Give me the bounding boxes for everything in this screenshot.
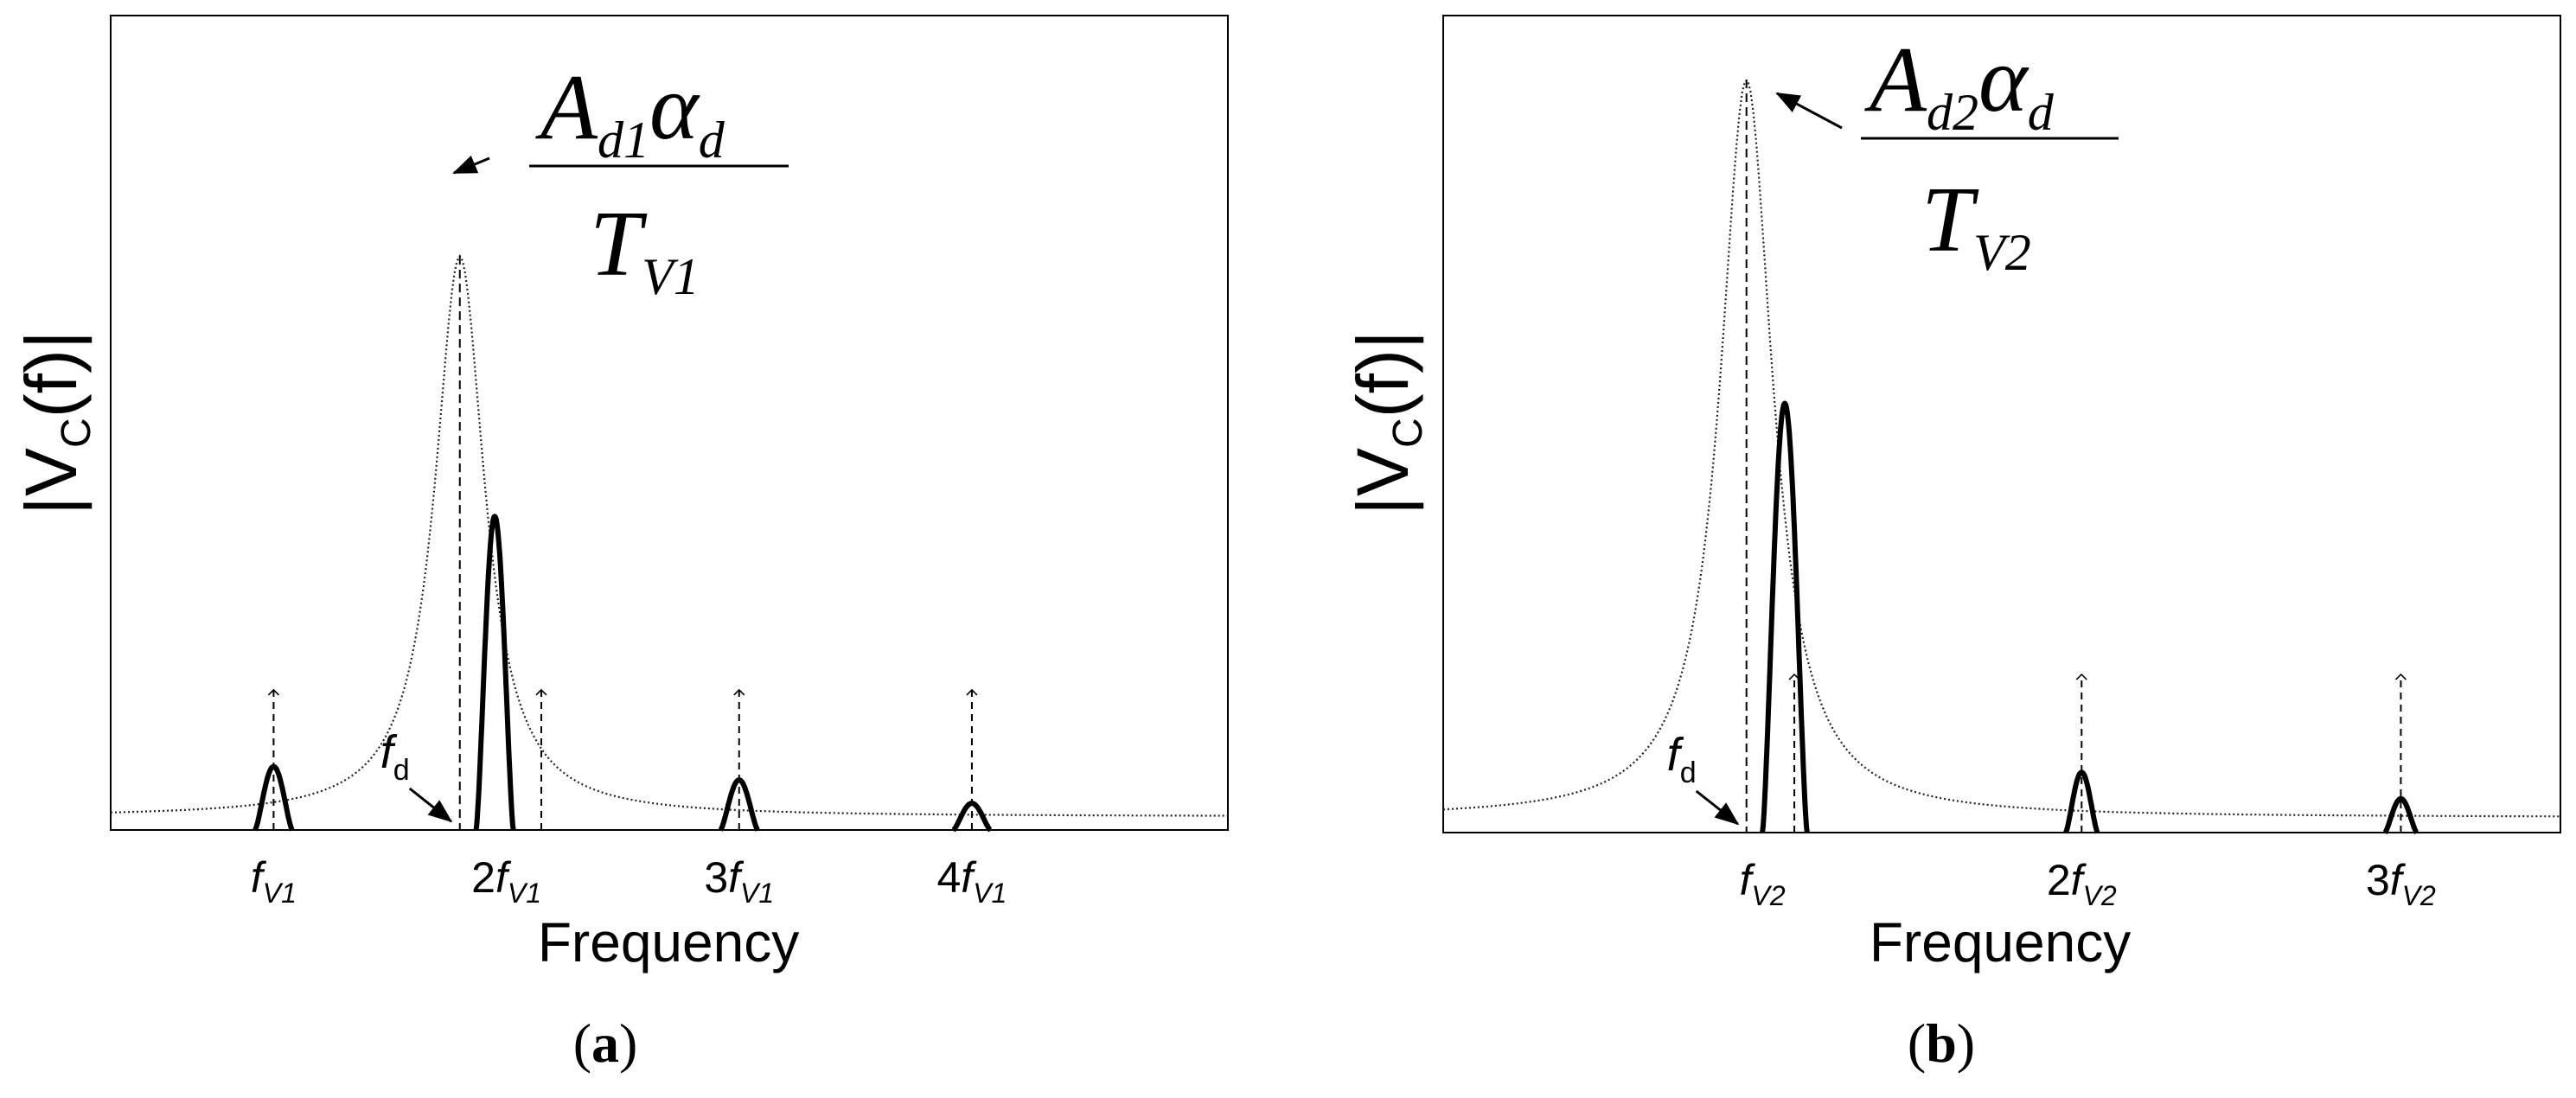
envelope-line: [110, 253, 1229, 817]
fd-label: fd: [380, 726, 410, 787]
spectral-lobes-a: [252, 514, 993, 833]
x-tick-label-4: 4fV1: [936, 853, 1007, 909]
envelope-curve-b: [1442, 79, 2560, 833]
lobe-3: [718, 777, 760, 833]
lobe-1: [252, 763, 295, 832]
x-tick-label-1: fV2: [1740, 856, 1786, 911]
fd-arrow: [1695, 789, 1740, 826]
peak-arrow-a: [452, 155, 490, 175]
plot-frame-b: [1442, 15, 2561, 833]
impulse-arrows-a: [267, 688, 978, 830]
spectral-lobes-b: [1760, 400, 2419, 835]
x-axis-title-a: Frequency: [538, 911, 799, 974]
fd-marker-a: fd: [380, 726, 453, 823]
x-tick-label-3: 3fV1: [704, 853, 774, 909]
peak-arrow-b: [1775, 92, 1843, 130]
x-tick-label-2: 2fV2: [2047, 856, 2117, 911]
x-tick-label-1: fV1: [251, 853, 297, 909]
formula-numerator-a: Ad1αd: [535, 56, 725, 169]
x-axis-title-b: Frequency: [1870, 911, 2131, 974]
envelope-line: [1442, 79, 2560, 818]
impulse-arrows-b: [1788, 673, 2407, 833]
panel-a: |VC(f)| fd fV1 2fV1 3fV1 4fV1 Frequency Ad1…: [10, 15, 1229, 1074]
x-tick-labels-a: fV1 2fV1 3fV1 4fV1: [251, 853, 1007, 909]
envelope-curve-a: [110, 253, 1229, 830]
y-axis-title-a: |VC(f)|: [10, 330, 99, 515]
x-tick-labels-b: fV2 2fV2 3fV2: [1740, 856, 2436, 911]
fd-arrow: [408, 787, 453, 823]
panel-caption-b: (b): [1908, 1012, 1975, 1074]
formula-denominator-a: TV1: [590, 193, 700, 305]
lobe-2: [2063, 769, 2100, 834]
panel-caption-a: (a): [573, 1012, 638, 1074]
x-tick-label-3: 3fV2: [2366, 856, 2436, 911]
formula-denominator-b: TV2: [1921, 169, 2031, 281]
peak-formula-b: Ad2αd TV2: [1775, 29, 2119, 281]
lobe-2: [473, 514, 516, 831]
lobe-1: [1760, 400, 1810, 833]
x-tick-label-2: 2fV1: [471, 853, 541, 909]
fd-label: fd: [1667, 729, 1697, 789]
peak-formula-a: Ad1αd TV1: [452, 56, 789, 305]
plot-frame-a: [110, 15, 1229, 831]
panel-b: |VC(f)| fd fV2 2fV2 3fV2 Frequency Ad2αd T…: [1342, 15, 2561, 1074]
fd-marker-b: fd: [1667, 729, 1740, 826]
formula-numerator-b: Ad2αd: [1864, 29, 2055, 141]
lobe-3: [2382, 795, 2419, 835]
y-axis-title-b: |VC(f)|: [1342, 330, 1431, 515]
lobe-4: [951, 801, 993, 833]
